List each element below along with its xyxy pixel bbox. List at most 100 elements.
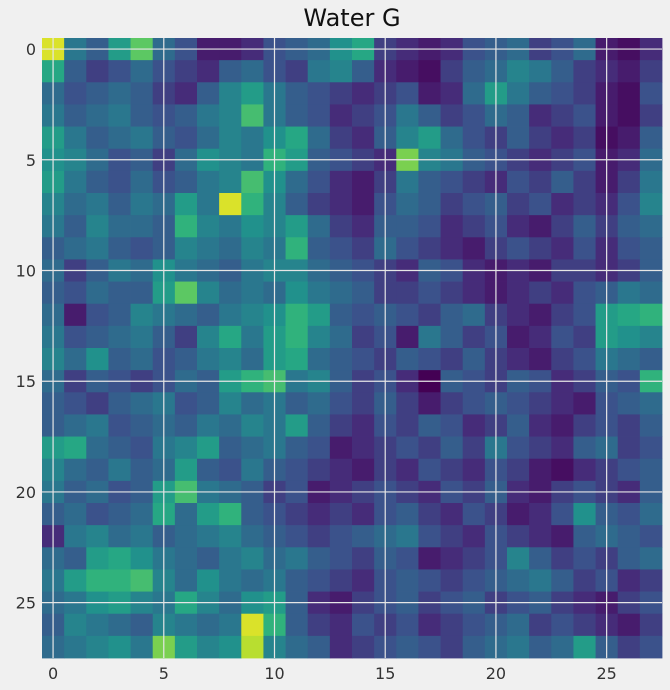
heatmap-cell-r8-c24 [573,215,596,238]
heatmap-cell-r26-c19 [462,613,486,637]
heatmap-cell-r17-c2 [86,414,109,437]
heatmap-cell-r24-c24 [573,569,596,592]
heatmap-cell-r26-c4 [130,613,154,637]
heatmap-cell-r12-c3 [108,303,131,327]
heatmap-cell-r2-c14 [352,82,375,105]
heatmap-cell-r6-c7 [197,170,220,194]
heatmap-cell-r6-c11 [285,170,309,194]
heatmap-cell-r7-c19 [462,193,486,216]
heatmap-cell-r12-c22 [529,303,552,327]
heatmap-cell-r12-c12 [307,303,331,327]
heatmap-cell-r26-c23 [551,613,574,637]
heatmap-cell-r22-c19 [462,525,486,548]
heatmap-cell-r14-c3 [108,348,131,371]
heatmap-cell-r22-c18 [440,525,464,548]
heatmap-cell-r2-c1 [64,82,87,105]
heatmap-cell-r22-c22 [529,525,552,548]
heatmap-cell-r24-c6 [174,569,198,592]
heatmap-cell-r2-c3 [108,82,131,105]
heatmap-cell-r19-c14 [352,458,375,482]
heatmap-cell-r14-c23 [551,348,574,371]
heatmap-cell-r11-c9 [241,281,264,305]
heatmap-cell-r3-c17 [418,104,441,127]
heatmap-cell-r24-c23 [551,569,574,592]
heatmap-cell-r12-c21 [507,303,530,327]
heatmap-cell-r11-c6 [174,281,198,305]
heatmap-cell-r21-c26 [617,503,641,526]
heatmap-cell-r1-c7 [197,60,220,83]
heatmap-cell-r21-c18 [440,503,464,526]
heatmap-cell-r26-c1 [64,613,87,637]
heatmap-cell-r19-c2 [86,458,109,482]
heatmap-cell-r23-c2 [86,547,109,570]
heatmap-cell-r18-c6 [174,436,198,460]
heatmap-cell-r18-c12 [307,436,331,460]
heatmap-cell-r2-c22 [529,82,552,105]
heatmap-cell-r7-c22 [529,193,552,216]
heatmap-cell-r17-c19 [462,414,486,437]
heatmap-cell-r14-c27 [639,348,663,371]
heatmap-cell-r18-c9 [241,436,264,460]
heatmap-cell-r12-c13 [329,303,353,327]
heatmap-cell-r22-c6 [174,525,198,548]
heatmap-cell-r1-c26 [617,60,641,83]
heatmap-cell-r2-c26 [617,82,641,105]
heatmap-cell-r19-c26 [617,458,641,482]
heatmap-cell-r27-c8 [219,635,242,659]
heatmap-cell-r16-c23 [551,392,574,415]
heatmap-cell-r19-c22 [529,458,552,482]
heatmap-cell-r12-c23 [551,303,574,327]
heatmap-cell-r21-c21 [507,503,530,526]
heatmap-cell-r27-c27 [639,635,663,659]
x-tick-label-25: 25 [596,664,616,683]
heatmap-cell-r4-c3 [108,126,131,150]
heatmap-cell-r17-c24 [573,414,596,437]
heatmap-cell-r22-c7 [197,525,220,548]
heatmap-cell-r26-c11 [285,613,309,637]
heatmap-cell-r13-c24 [573,325,596,349]
heatmap-cell-r21-c3 [108,503,131,526]
heatmap-cell-r18-c18 [440,436,464,460]
heatmap-cell-r7-c24 [573,193,596,216]
heatmap-cell-r19-c16 [396,458,419,482]
heatmap-cell-r7-c4 [130,193,154,216]
heatmap-cell-r6-c2 [86,170,109,194]
x-tick-label-10: 10 [264,664,284,683]
heatmap-cell-r1-c27 [639,60,663,83]
heatmap-cell-r18-c24 [573,436,596,460]
heatmap-cell-r16-c3 [108,392,131,415]
heatmap-cell-r18-c7 [197,436,220,460]
heatmap-cell-r21-c4 [130,503,154,526]
heatmap-cell-r3-c11 [285,104,309,127]
heatmap-cell-r16-c27 [639,392,663,415]
heatmap-cell-r13-c14 [352,325,375,349]
heatmap-cell-r17-c12 [307,414,331,437]
heatmap-cell-r7-c8 [219,193,242,216]
heatmap-cell-r3-c22 [529,104,552,127]
heatmap-cell-r17-c22 [529,414,552,437]
heatmap-cell-r7-c27 [639,193,663,216]
heatmap-cell-r26-c13 [329,613,353,637]
heatmap-cell-r12-c8 [219,303,242,327]
heatmap-cell-r14-c26 [617,348,641,371]
heatmap-cell-r19-c4 [130,458,154,482]
heatmap-cell-r2-c23 [551,82,574,105]
heatmap-cell-r16-c18 [440,392,464,415]
heatmap-cell-r6-c19 [462,170,486,194]
heatmap-cell-r9-c8 [219,237,242,260]
heatmap-cell-r24-c18 [440,569,464,592]
heatmap-cell-r21-c27 [639,503,663,526]
heatmap-cell-r1-c22 [529,60,552,83]
heatmap-cell-r17-c23 [551,414,574,437]
heatmap-cell-r1-c13 [329,60,353,83]
heatmap-cell-r14-c21 [507,348,530,371]
heatmap-cell-r2-c6 [174,82,198,105]
heatmap-cell-r9-c1 [64,237,87,260]
heatmap-cell-r14-c11 [285,348,309,371]
heatmap-cell-r4-c26 [617,126,641,150]
heatmap-cell-r21-c2 [86,503,109,526]
heatmap-cell-r9-c12 [307,237,331,260]
heatmap-cell-r11-c3 [108,281,131,305]
heatmap-cell-r26-c27 [639,613,663,637]
heatmap-cell-r26-c9 [241,613,264,637]
